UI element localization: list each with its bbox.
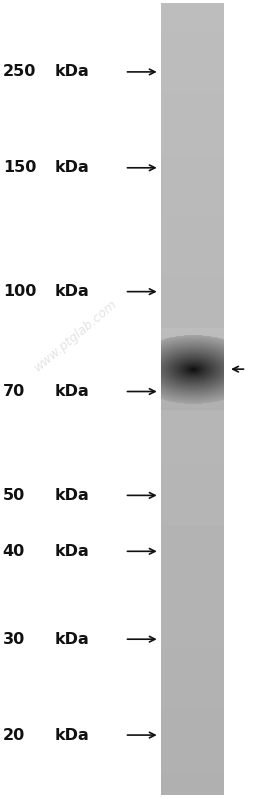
Text: kDa: kDa: [55, 728, 89, 742]
Text: 20: 20: [3, 728, 25, 742]
Text: kDa: kDa: [55, 384, 89, 399]
Text: kDa: kDa: [55, 65, 89, 79]
Text: kDa: kDa: [55, 488, 89, 503]
Text: 100: 100: [3, 284, 36, 299]
Text: kDa: kDa: [55, 161, 89, 175]
Text: 30: 30: [3, 632, 25, 646]
Text: 50: 50: [3, 488, 25, 503]
Text: kDa: kDa: [55, 284, 89, 299]
Text: www.ptglab.com: www.ptglab.com: [31, 297, 120, 374]
Text: 40: 40: [3, 544, 25, 559]
Text: kDa: kDa: [55, 544, 89, 559]
Text: 70: 70: [3, 384, 25, 399]
Text: kDa: kDa: [55, 632, 89, 646]
Text: 150: 150: [3, 161, 36, 175]
Text: 250: 250: [3, 65, 36, 79]
